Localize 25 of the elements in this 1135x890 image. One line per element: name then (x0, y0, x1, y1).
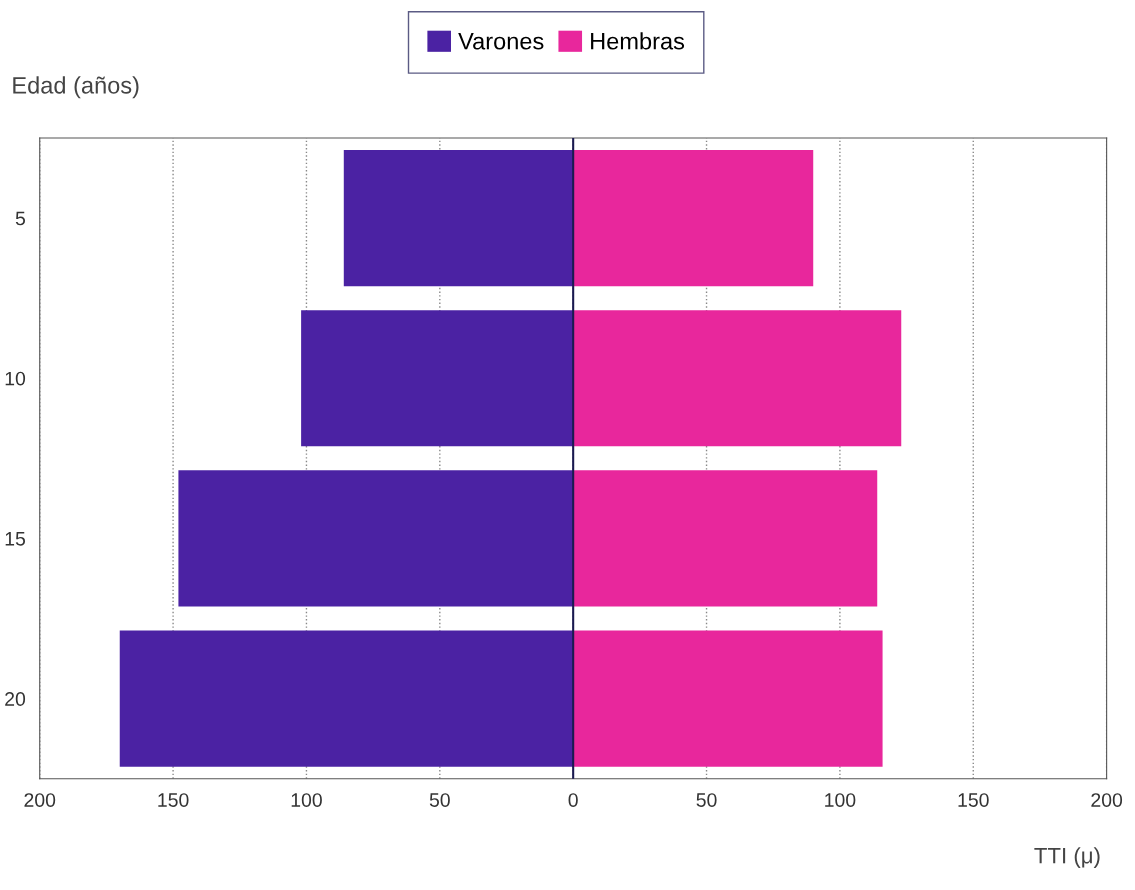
bar (343, 149, 574, 287)
y-tick-label: 10 (5, 371, 26, 386)
x-tick-label: 100 (825, 793, 856, 807)
bar (573, 630, 883, 767)
x-tick-label: 200 (24, 793, 56, 807)
x-tick-label: 50 (696, 793, 717, 807)
bar (573, 470, 878, 607)
x-tick-label: 50 (429, 793, 450, 807)
y-tick-label: 5 (15, 211, 26, 226)
x-tick-label: 150 (958, 793, 989, 807)
legend-label: Hembras (591, 32, 685, 50)
x-axis-title: TTI (μ) (1034, 847, 1100, 868)
bar (301, 310, 574, 447)
bar (573, 149, 814, 287)
legend-label: Varones (458, 33, 544, 50)
y-tick-label: 15 (5, 532, 26, 546)
bar (178, 470, 574, 607)
x-tick-label: 150 (158, 793, 189, 807)
x-tick-label: 200 (1091, 793, 1123, 807)
y-tick-label: 20 (5, 692, 26, 706)
x-tick-label: 0 (568, 793, 578, 807)
bar (119, 630, 574, 767)
bar (573, 310, 902, 447)
x-tick-label: 100 (291, 793, 322, 807)
y-axis-title: Edad (años) (13, 76, 139, 99)
